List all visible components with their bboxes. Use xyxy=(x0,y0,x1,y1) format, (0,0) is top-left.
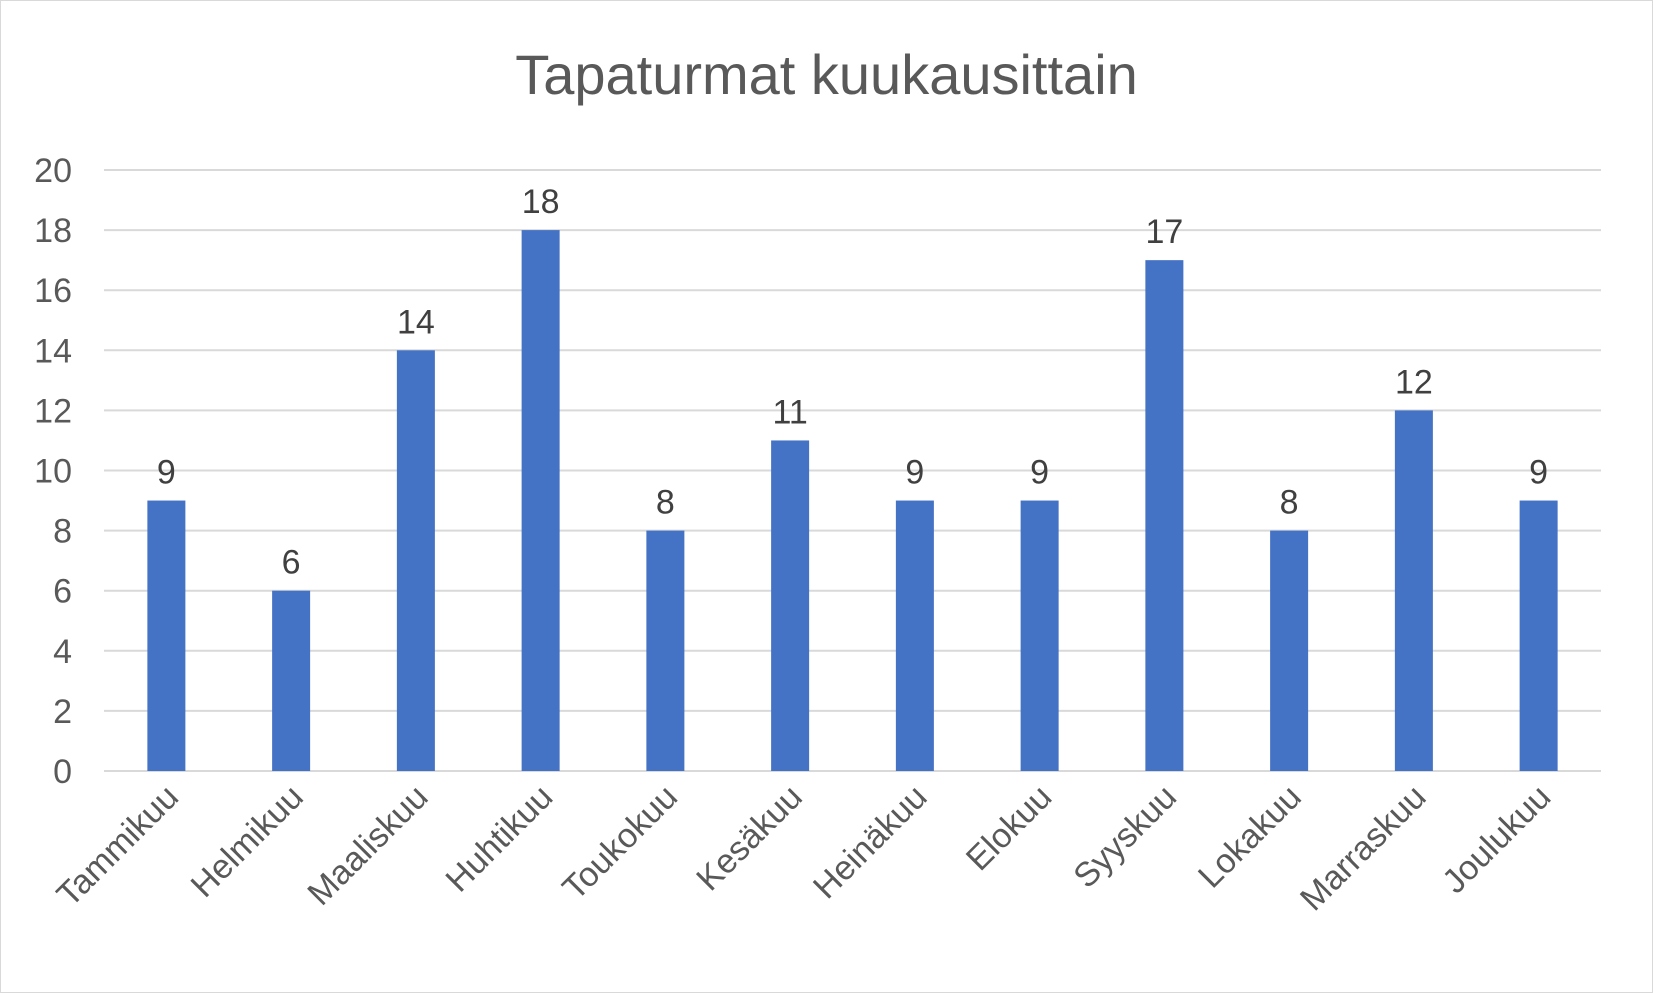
bar-marraskuu xyxy=(1394,410,1433,771)
y-tick-label: 2 xyxy=(53,693,72,731)
x-tick-label: Kesäkuu xyxy=(689,778,809,898)
y-tick-label: 0 xyxy=(53,753,72,791)
y-tick-label: 6 xyxy=(53,573,72,611)
data-labels: 9 6 14 18 8 11 9 9 17 8 12 9 xyxy=(157,183,1548,582)
data-label: 18 xyxy=(522,183,560,221)
y-tick-label: 4 xyxy=(53,633,72,671)
data-label: 9 xyxy=(1529,454,1548,492)
x-tick-label: Heinäkuu xyxy=(806,778,934,906)
x-tick-label: Marraskuu xyxy=(1293,778,1433,918)
data-label: 11 xyxy=(772,393,807,431)
data-label: 9 xyxy=(905,454,924,492)
data-label: 8 xyxy=(656,484,675,522)
y-tick-label: 12 xyxy=(34,392,72,430)
bar-maaliskuu xyxy=(396,350,435,771)
y-tick-label: 18 xyxy=(34,212,72,250)
bar-toukokuu xyxy=(646,530,685,771)
x-tick-label: Lokakuu xyxy=(1191,778,1309,896)
x-tick-label: Toukokuu xyxy=(555,778,685,908)
data-label: 9 xyxy=(157,454,176,492)
bar-tammikuu xyxy=(147,500,186,771)
y-tick-label: 20 xyxy=(34,152,72,190)
chart-title: Tapaturmat kuukausittain xyxy=(515,43,1138,106)
x-tick-label: Huhtikuu xyxy=(439,778,561,900)
data-label: 6 xyxy=(282,544,301,582)
bar-elokuu xyxy=(1020,500,1059,771)
x-tick-label: Joulukuu xyxy=(1435,778,1558,901)
bar-kesäkuu xyxy=(771,440,810,771)
x-tick-label: Elokuu xyxy=(959,778,1059,878)
gridlines xyxy=(104,169,1601,772)
data-label: 9 xyxy=(1030,454,1049,492)
bar-lokakuu xyxy=(1270,530,1309,771)
x-tick-label: Helmikuu xyxy=(184,778,311,905)
data-label: 14 xyxy=(397,303,435,341)
bar-joulukuu xyxy=(1519,500,1558,771)
bar-heinäkuu xyxy=(895,500,934,771)
y-tick-label: 8 xyxy=(53,513,72,551)
data-label: 17 xyxy=(1145,213,1183,251)
data-label: 8 xyxy=(1280,484,1299,522)
y-tick-label: 10 xyxy=(34,453,72,491)
bar-huhtikuu xyxy=(521,230,560,772)
bar-helmikuu xyxy=(272,590,311,771)
x-tick-label: Tammikuu xyxy=(50,778,186,914)
y-tick-label: 14 xyxy=(34,332,72,370)
x-tick-label: Maaliskuu xyxy=(300,778,435,913)
data-label: 12 xyxy=(1395,363,1433,401)
y-axis-ticks: 0 2 4 6 8 10 12 14 16 18 20 xyxy=(34,152,72,791)
y-tick-label: 16 xyxy=(34,272,72,310)
bar-syyskuu xyxy=(1145,260,1184,771)
x-tick-label: Syyskuu xyxy=(1066,778,1184,896)
bars xyxy=(147,230,1558,772)
